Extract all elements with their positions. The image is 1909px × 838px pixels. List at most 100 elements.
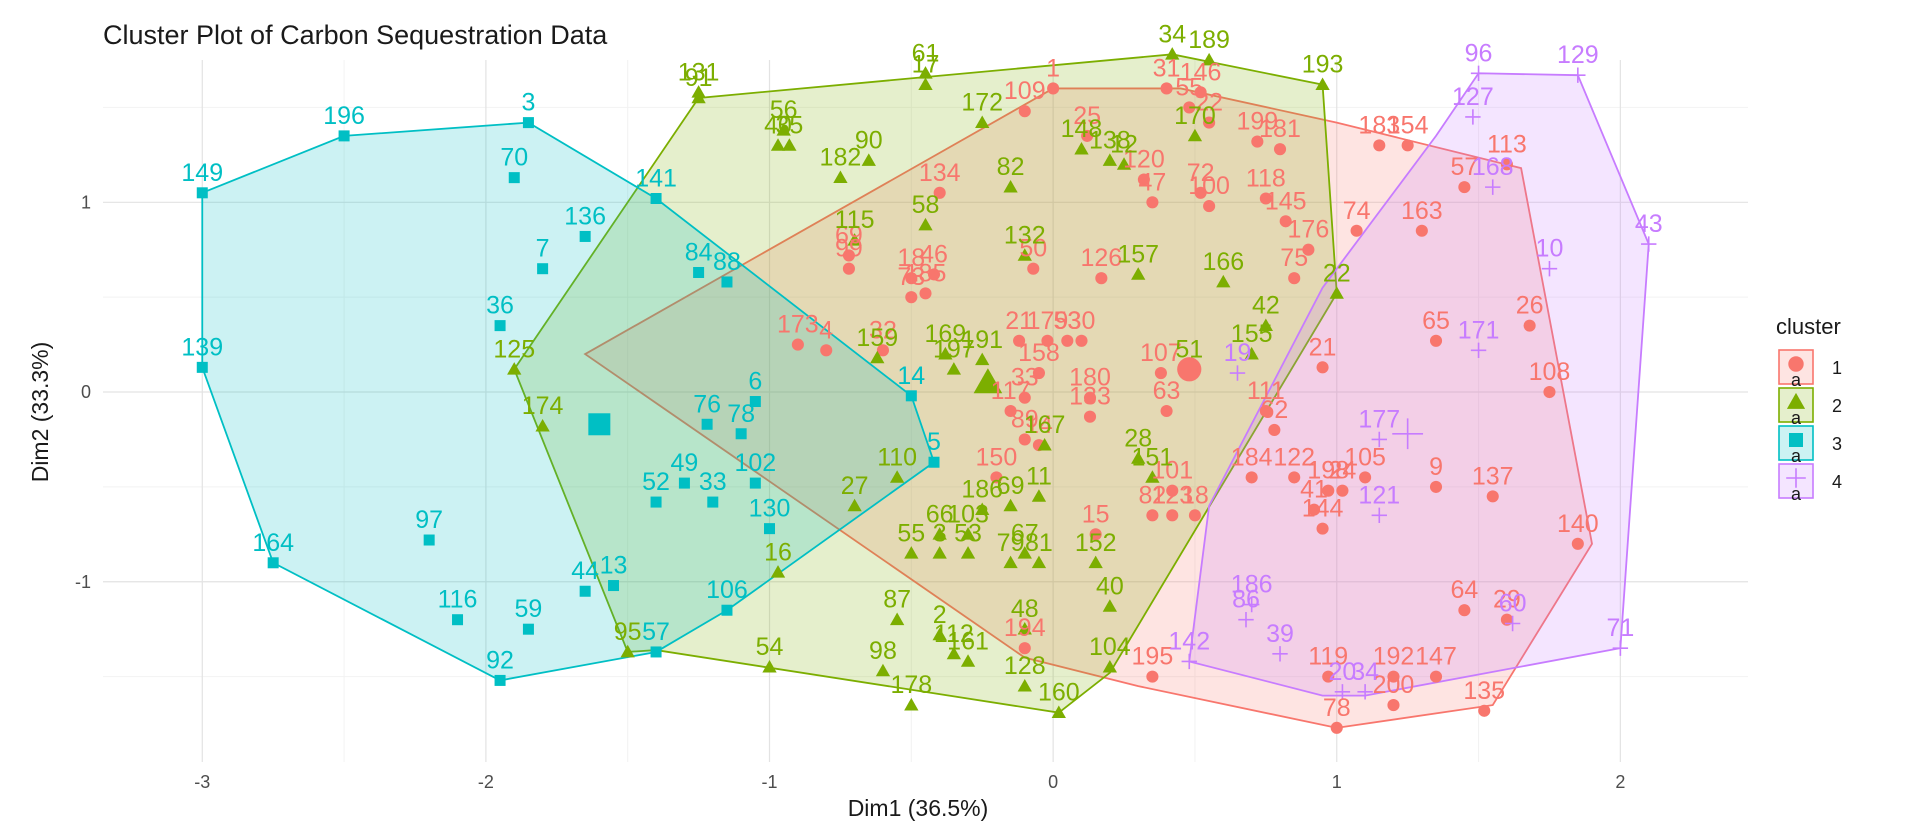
cluster-4-point (1612, 640, 1629, 656)
point-label: 88 (713, 248, 741, 276)
cluster-2-center (973, 368, 1003, 394)
point-label: 122 (1273, 443, 1315, 471)
point-label: 57 (642, 618, 670, 646)
point-label: 137 (1472, 462, 1514, 490)
cluster-1-point (1047, 82, 1060, 95)
point-label: 146 (1180, 58, 1222, 86)
cluster-1-hull (583, 87, 1593, 729)
point-label: 185 (905, 259, 947, 287)
y-tick-label: -1 (75, 572, 91, 592)
point-label: 119 (1308, 643, 1348, 671)
point-label: 194 (1004, 614, 1046, 642)
point-label: 65 (1422, 307, 1450, 335)
point-label: 78 (727, 400, 755, 428)
cluster-1-point (1543, 385, 1556, 399)
cluster-3-point (650, 646, 662, 658)
point-label: 149 (181, 159, 223, 187)
cluster-1-point (1429, 480, 1443, 493)
point-label: 90 (855, 127, 883, 155)
cluster-4-point (1470, 65, 1487, 81)
point-label: 19 (1224, 339, 1252, 367)
cluster-4-point (1541, 261, 1558, 277)
cluster-2-point (875, 663, 891, 677)
point-label: 169 (924, 320, 966, 348)
cluster-1-point (1387, 670, 1400, 683)
cluster-3-point (579, 230, 591, 242)
point-label: 184 (1231, 443, 1273, 471)
point-label: 58 (912, 191, 940, 219)
cluster-4-point (1371, 507, 1387, 524)
point-label: 135 (1463, 677, 1505, 705)
legend-marker-2 (1786, 392, 1806, 409)
cluster-1-point (842, 262, 855, 275)
cluster-2-point (946, 362, 962, 375)
cluster-4-point (1272, 646, 1288, 662)
cluster-1-point (1458, 181, 1471, 194)
cluster-2-point (938, 346, 953, 360)
point-label: 46 (920, 240, 948, 268)
cluster-4-point (1465, 109, 1481, 125)
cluster-3-point (650, 496, 662, 508)
x-axis-title: Dim1 (36.5%) (848, 795, 989, 821)
point-label: 102 (734, 449, 776, 477)
cluster-1-point (1194, 186, 1207, 199)
point-label: 118 (1246, 165, 1286, 193)
point-label: 69 (997, 472, 1025, 500)
cluster-1-point (842, 249, 855, 262)
point-label: 53 (1053, 307, 1081, 335)
point-label: 15 (1082, 500, 1110, 528)
point-label: 18 (1181, 481, 1209, 509)
cluster-1-point (1095, 272, 1108, 285)
cluster-3-point (721, 604, 733, 616)
point-label: 92 (486, 646, 514, 674)
cluster-1-point (1081, 129, 1094, 142)
cluster-1-point (927, 268, 941, 281)
legend-glyph-1: a (1791, 370, 1802, 390)
cluster-2-point (918, 66, 933, 79)
point-label: 132 (1004, 221, 1046, 249)
cluster-1-point (1302, 243, 1315, 256)
point-label: 2 (933, 601, 947, 629)
cluster-3-point (678, 477, 690, 489)
point-label: 167 (1024, 411, 1066, 439)
point-label: 81 (1025, 529, 1053, 557)
cluster-1-point (1004, 404, 1017, 418)
cluster-1-point (1288, 471, 1301, 484)
cluster-1-point (1387, 699, 1400, 712)
cluster-1-point (1075, 334, 1088, 347)
cluster-1-point (1350, 224, 1363, 237)
legend-label-4: 4 (1832, 472, 1842, 492)
cluster-1-point (1273, 143, 1287, 156)
point-label: 113 (1487, 130, 1527, 158)
point-label: 25 (1073, 102, 1101, 130)
cluster-1-point (1137, 173, 1150, 186)
point-label: 21 (1005, 307, 1033, 335)
cluster-2-point (1017, 678, 1032, 692)
point-label: 183 (1358, 111, 1400, 139)
point-label: 158 (1018, 339, 1060, 367)
legend-label-2: 2 (1832, 396, 1842, 416)
cluster-1-point (1373, 139, 1386, 152)
cluster-3-hull (201, 121, 936, 682)
legend-marker-1 (1788, 356, 1804, 372)
cluster-2-point (691, 85, 706, 98)
cluster-3-point (423, 534, 435, 546)
cluster-2-point (1258, 318, 1273, 331)
point-label: 33 (699, 468, 727, 496)
point-label: 147 (1415, 643, 1457, 671)
cluster-1-point (1018, 391, 1031, 404)
point-label: 111 (1247, 377, 1285, 405)
point-label: 129 (1557, 41, 1599, 69)
point-label: 173 (777, 311, 819, 339)
cluster-2-point (1187, 128, 1203, 142)
point-label: 141 (635, 165, 677, 193)
point-label: 72 (1187, 159, 1215, 187)
cluster-3-point (537, 263, 549, 275)
point-label: 67 (1011, 519, 1039, 547)
point-label: 54 (756, 633, 784, 661)
point-label: 120 (1123, 146, 1165, 174)
point-label: 22 (1323, 259, 1351, 287)
point-label: 71 (1606, 614, 1634, 642)
point-label: 36 (486, 292, 514, 320)
